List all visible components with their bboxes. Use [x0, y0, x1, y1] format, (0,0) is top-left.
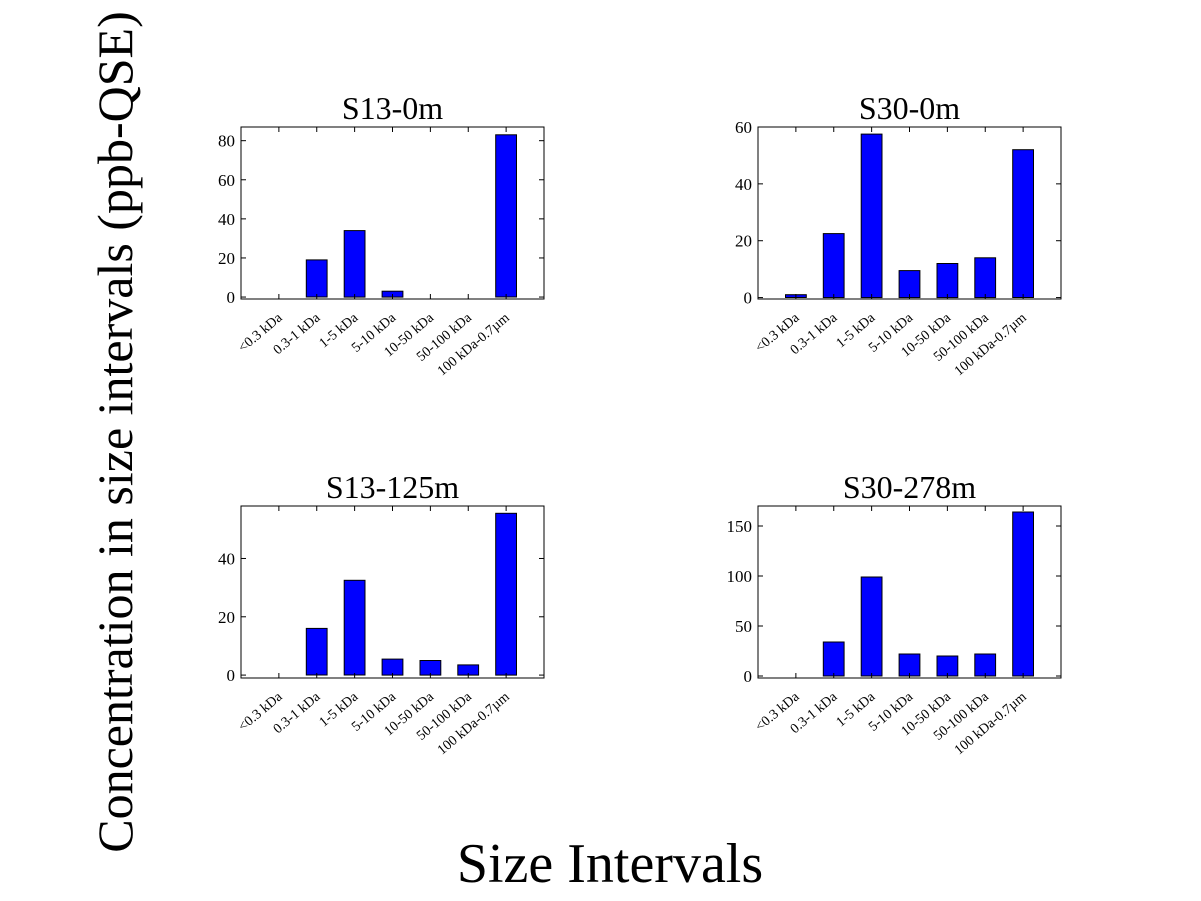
- bar-5-10-kda: [381, 658, 404, 676]
- bar-1-5-kda: [860, 133, 883, 299]
- figure-x-label: Size Intervals: [457, 833, 763, 895]
- bar-10-50-kda: [419, 660, 442, 676]
- y-tick-label: 20: [735, 232, 752, 251]
- y-tick-label: 100: [727, 567, 753, 586]
- chart-title: S30-278m: [843, 469, 976, 505]
- y-tick-label: 50: [735, 617, 752, 636]
- y-tick-label: 80: [218, 132, 235, 151]
- y-tick-label: 40: [218, 210, 235, 229]
- bar-1-5-kda: [343, 230, 366, 298]
- y-tick-label: 60: [218, 171, 235, 190]
- y-tick-label: 0: [227, 666, 236, 685]
- bar-50-100-kda: [974, 653, 997, 677]
- bar-1-5-kda: [343, 579, 366, 676]
- bar-100-kda-0-7-m: [495, 512, 518, 676]
- bar-10-50-kda: [936, 263, 959, 299]
- bar-100-kda-0-7-m: [1012, 511, 1035, 677]
- chart-title: S30-0m: [859, 90, 960, 126]
- y-tick-label: 0: [744, 289, 753, 308]
- y-tick-label: 0: [744, 667, 753, 686]
- bar-50-100-kda: [974, 257, 997, 299]
- bar-100-kda-0-7-m: [495, 134, 518, 298]
- chart-title: S13-125m: [326, 469, 459, 505]
- y-tick-label: 40: [218, 549, 235, 568]
- y-tick-label: 0: [227, 288, 236, 307]
- bar-0-3-1-kda: [305, 259, 328, 298]
- figure-y-label: Concentration in size intervals (ppb-QSE…: [87, 11, 143, 852]
- bar-0-3-1-kda: [822, 233, 845, 299]
- bar-0-3-1-kda: [822, 641, 845, 677]
- y-tick-label: 150: [727, 517, 753, 536]
- bar-1-5-kda: [860, 576, 883, 677]
- y-tick-label: 60: [735, 118, 752, 137]
- chart-title: S13-0m: [342, 90, 443, 126]
- bar-5-10-kda: [898, 653, 921, 677]
- bar-100-kda-0-7-m: [1012, 149, 1035, 298]
- y-tick-label: 40: [735, 175, 752, 194]
- bar-5-10-kda: [898, 270, 921, 299]
- bar-0-3-1-kda: [305, 627, 328, 676]
- y-tick-label: 20: [218, 249, 235, 268]
- y-tick-label: 20: [218, 608, 235, 627]
